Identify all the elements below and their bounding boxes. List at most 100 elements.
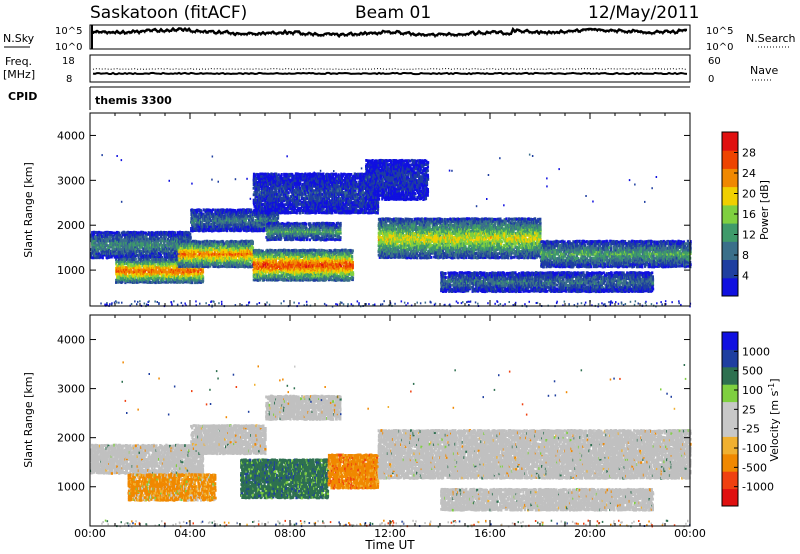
heatmap-cell [152, 255, 155, 259]
heatmap-cell [177, 254, 180, 258]
heatmap-cell [171, 251, 174, 255]
heatmap-cell [117, 272, 120, 276]
heatmap-cell [125, 233, 128, 236]
heatmap-cell [217, 244, 220, 247]
heatmap-cell [186, 252, 189, 256]
heatmap-cell [190, 261, 193, 264]
heatmap-cell [211, 246, 214, 250]
heatmap-cell [143, 231, 146, 235]
heatmap-cell [173, 241, 176, 244]
heatmap-cell [143, 278, 146, 282]
heatmap-cell [185, 266, 189, 270]
heatmap-cell [102, 235, 105, 239]
heatmap-cell [181, 248, 184, 252]
heatmap-cell [201, 268, 204, 272]
heatmap-cell [178, 230, 181, 234]
beam-title: Beam 01 [355, 3, 431, 23]
heatmap-cell [254, 259, 257, 262]
heatmap-cell [111, 243, 115, 247]
heatmap-cell [157, 254, 160, 258]
heatmap-cell [230, 262, 233, 266]
heatmap-cell [159, 235, 162, 239]
nsky-tick-bottom: 10^0 [55, 42, 82, 53]
heatmap-cell [112, 237, 115, 241]
heatmap-cell [137, 280, 140, 284]
heatmap-cell [177, 246, 180, 250]
heatmap-cell [216, 263, 220, 267]
heatmap-cell [93, 239, 96, 242]
heatmap-cell [136, 260, 139, 264]
heatmap-cell [101, 237, 104, 241]
heatmap-cell [131, 239, 134, 243]
heatmap-cell [112, 241, 115, 245]
heatmap-cell [175, 272, 178, 276]
heatmap-cell [113, 231, 116, 235]
heatmap-cell [123, 248, 126, 251]
heatmap-cell [143, 241, 146, 245]
heatmap-cell [143, 258, 147, 262]
heatmap-cell [159, 252, 162, 256]
heatmap-cell [100, 233, 103, 237]
heatmap-cell [195, 250, 198, 254]
heatmap-cell [261, 249, 264, 253]
heatmap-cell [160, 260, 163, 263]
heatmap-cell [169, 247, 173, 251]
heatmap-cell [211, 252, 214, 256]
heatmap-cell [183, 250, 186, 254]
heatmap-cell [214, 260, 217, 264]
heatmap-cell [180, 280, 183, 284]
heatmap-cell [123, 266, 126, 269]
heatmap-cell [111, 234, 114, 238]
heatmap-cell [159, 270, 162, 274]
heatmap-cell [198, 274, 201, 278]
heatmap-cell [208, 259, 211, 263]
heatmap-cell [139, 280, 142, 284]
heatmap-cell [170, 268, 173, 272]
heatmap-cell [134, 266, 137, 270]
heatmap-cell [127, 268, 131, 272]
heatmap-cell [112, 250, 115, 254]
heatmap-cell [179, 255, 182, 258]
heatmap-cell [242, 208, 245, 212]
heatmap-cell [157, 274, 160, 277]
heatmap-cell [151, 231, 154, 235]
heatmap-cell [157, 241, 160, 244]
heatmap-cell [183, 258, 186, 262]
heatmap-cell [90, 251, 93, 255]
heatmap-cell [160, 264, 163, 267]
heatmap-cell [154, 237, 157, 240]
heatmap-cell [160, 239, 163, 243]
heatmap-cell [171, 258, 174, 262]
heatmap-cell [216, 265, 219, 269]
heatmap-cell [163, 280, 166, 284]
heatmap-cell [220, 246, 223, 250]
heatmap-cell [134, 245, 137, 249]
heatmap-cell [124, 239, 127, 243]
heatmap-cell [155, 256, 158, 259]
heatmap-cell [123, 251, 126, 255]
heatmap-cell [98, 233, 101, 237]
heatmap-cell [193, 259, 196, 263]
heatmap-cell [127, 266, 131, 270]
heatmap-cell [134, 237, 137, 241]
heatmap-cell [122, 245, 125, 249]
heatmap-cell [97, 244, 100, 247]
heatmap-cell [229, 265, 232, 269]
heatmap-cell [141, 251, 144, 255]
heatmap-cell [120, 262, 123, 265]
heatmap-cell [118, 233, 122, 237]
heatmap-cell [173, 233, 176, 237]
heatmap-cell [118, 243, 121, 247]
cpid-label: CPID [8, 90, 37, 103]
heatmap-cell [142, 250, 145, 253]
heatmap-cell [128, 247, 131, 251]
heatmap-cell [214, 240, 217, 244]
heatmap-cell [160, 255, 163, 259]
heatmap-cell [116, 243, 119, 246]
heatmap-cell [152, 231, 156, 235]
heatmap-cell [133, 240, 136, 243]
heatmap-cell [228, 244, 231, 248]
heatmap-cell [122, 276, 125, 280]
heatmap-cell [111, 252, 114, 255]
heatmap-cell [131, 249, 134, 253]
